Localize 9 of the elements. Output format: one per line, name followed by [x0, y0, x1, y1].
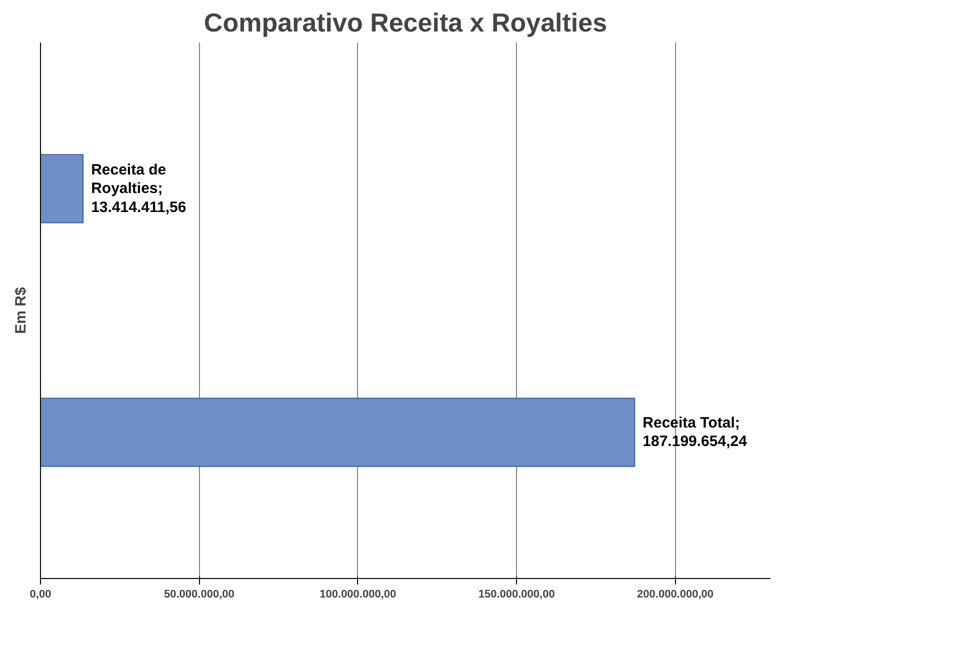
data-label: Receita Total; 187.199.654,24: [642, 414, 748, 450]
x-tick-label: 150.000.000,00: [478, 588, 555, 600]
x-tick-label: 100.000.000,00: [320, 588, 396, 600]
data-label: Receita de Royalties; 13.414.411,56: [91, 161, 186, 216]
x-tick-label: 0,00: [30, 588, 52, 600]
y-axis-title: Em R$: [12, 286, 30, 334]
x-tick-label: 50.000.000,00: [164, 588, 234, 600]
x-tick-label: 200.000.000,00: [637, 588, 714, 600]
chart-title: Comparativo Receita x Royalties: [204, 8, 608, 38]
